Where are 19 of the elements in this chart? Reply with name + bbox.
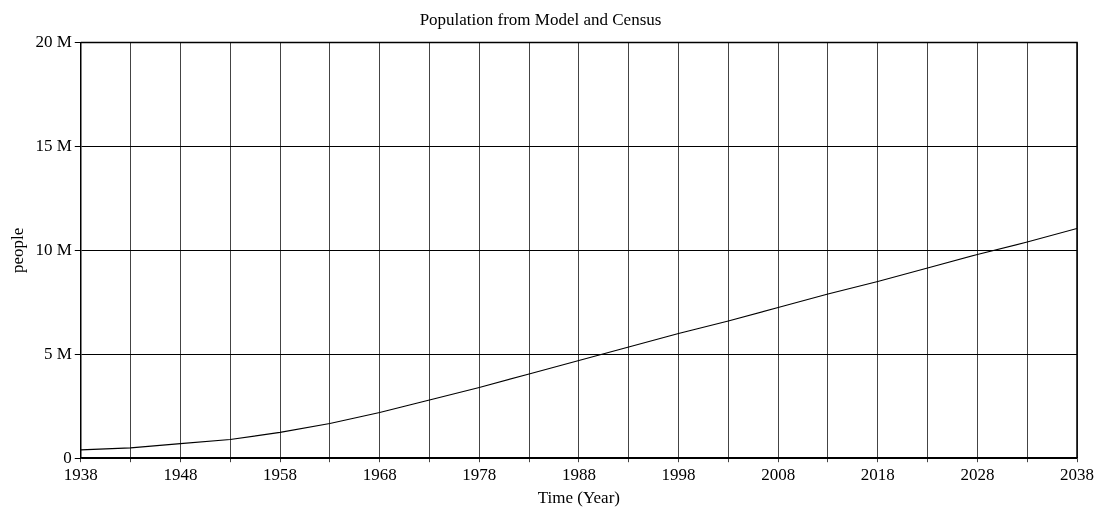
chart-title: Population from Model and Census xyxy=(419,9,662,29)
x-tick-label: 2028 xyxy=(960,464,995,484)
y-tick-label: 0 xyxy=(63,447,72,467)
x-tick-label: 1968 xyxy=(362,464,397,484)
y-tick-label: 10 M xyxy=(35,239,72,259)
x-tick-label: 1978 xyxy=(462,464,497,484)
y-tick-label: 20 M xyxy=(35,31,72,51)
x-tick-label: 1948 xyxy=(163,464,198,484)
y-axis-title: people xyxy=(7,227,27,273)
x-tick-label: 2018 xyxy=(860,464,895,484)
x-tick-label: 1988 xyxy=(561,464,596,484)
x-tick-label: 1998 xyxy=(661,464,696,484)
y-tick-label: 15 M xyxy=(35,135,72,155)
y-tick-label: 5 M xyxy=(43,343,72,363)
x-tick-label: 1958 xyxy=(263,464,298,484)
x-tick-label: 1938 xyxy=(63,464,98,484)
x-axis-title: Time (Year) xyxy=(537,488,620,508)
x-tick-label: 2038 xyxy=(1060,464,1094,484)
x-tick-label: 2008 xyxy=(761,464,796,484)
